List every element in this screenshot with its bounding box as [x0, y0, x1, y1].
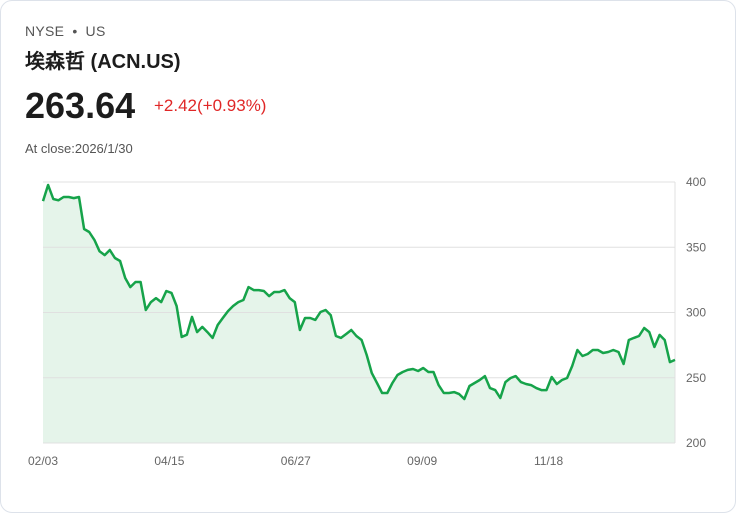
y-tick-label: 300: [686, 306, 706, 320]
separator: •: [72, 23, 78, 39]
y-tick-label: 250: [686, 371, 706, 385]
close-label: At close:: [25, 141, 75, 156]
price-line: [41, 183, 676, 401]
stock-price: 263.64: [25, 85, 136, 126]
price-change: +2.42(+0.93%): [154, 96, 267, 115]
x-tick-label: 09/09: [407, 454, 437, 468]
y-tick-label: 350: [686, 240, 706, 254]
exchange-line: NYSE • US: [25, 23, 106, 39]
price-area: [43, 185, 675, 443]
close-date: 2026/1/30: [74, 141, 133, 156]
exchange-name: NYSE: [25, 23, 65, 39]
x-tick-label: 02/03: [28, 454, 58, 468]
y-tick-label: 400: [686, 175, 706, 189]
market-name: US: [85, 23, 106, 39]
close-info: At close:2026/1/30: [25, 141, 133, 156]
x-tick-label: 06/27: [281, 454, 311, 468]
x-tick-label: 04/15: [154, 454, 184, 468]
x-tick-label: 11/18: [534, 454, 563, 468]
stock-title: 埃森哲 (ACN.US): [25, 51, 181, 73]
y-tick-label: 200: [686, 436, 706, 450]
